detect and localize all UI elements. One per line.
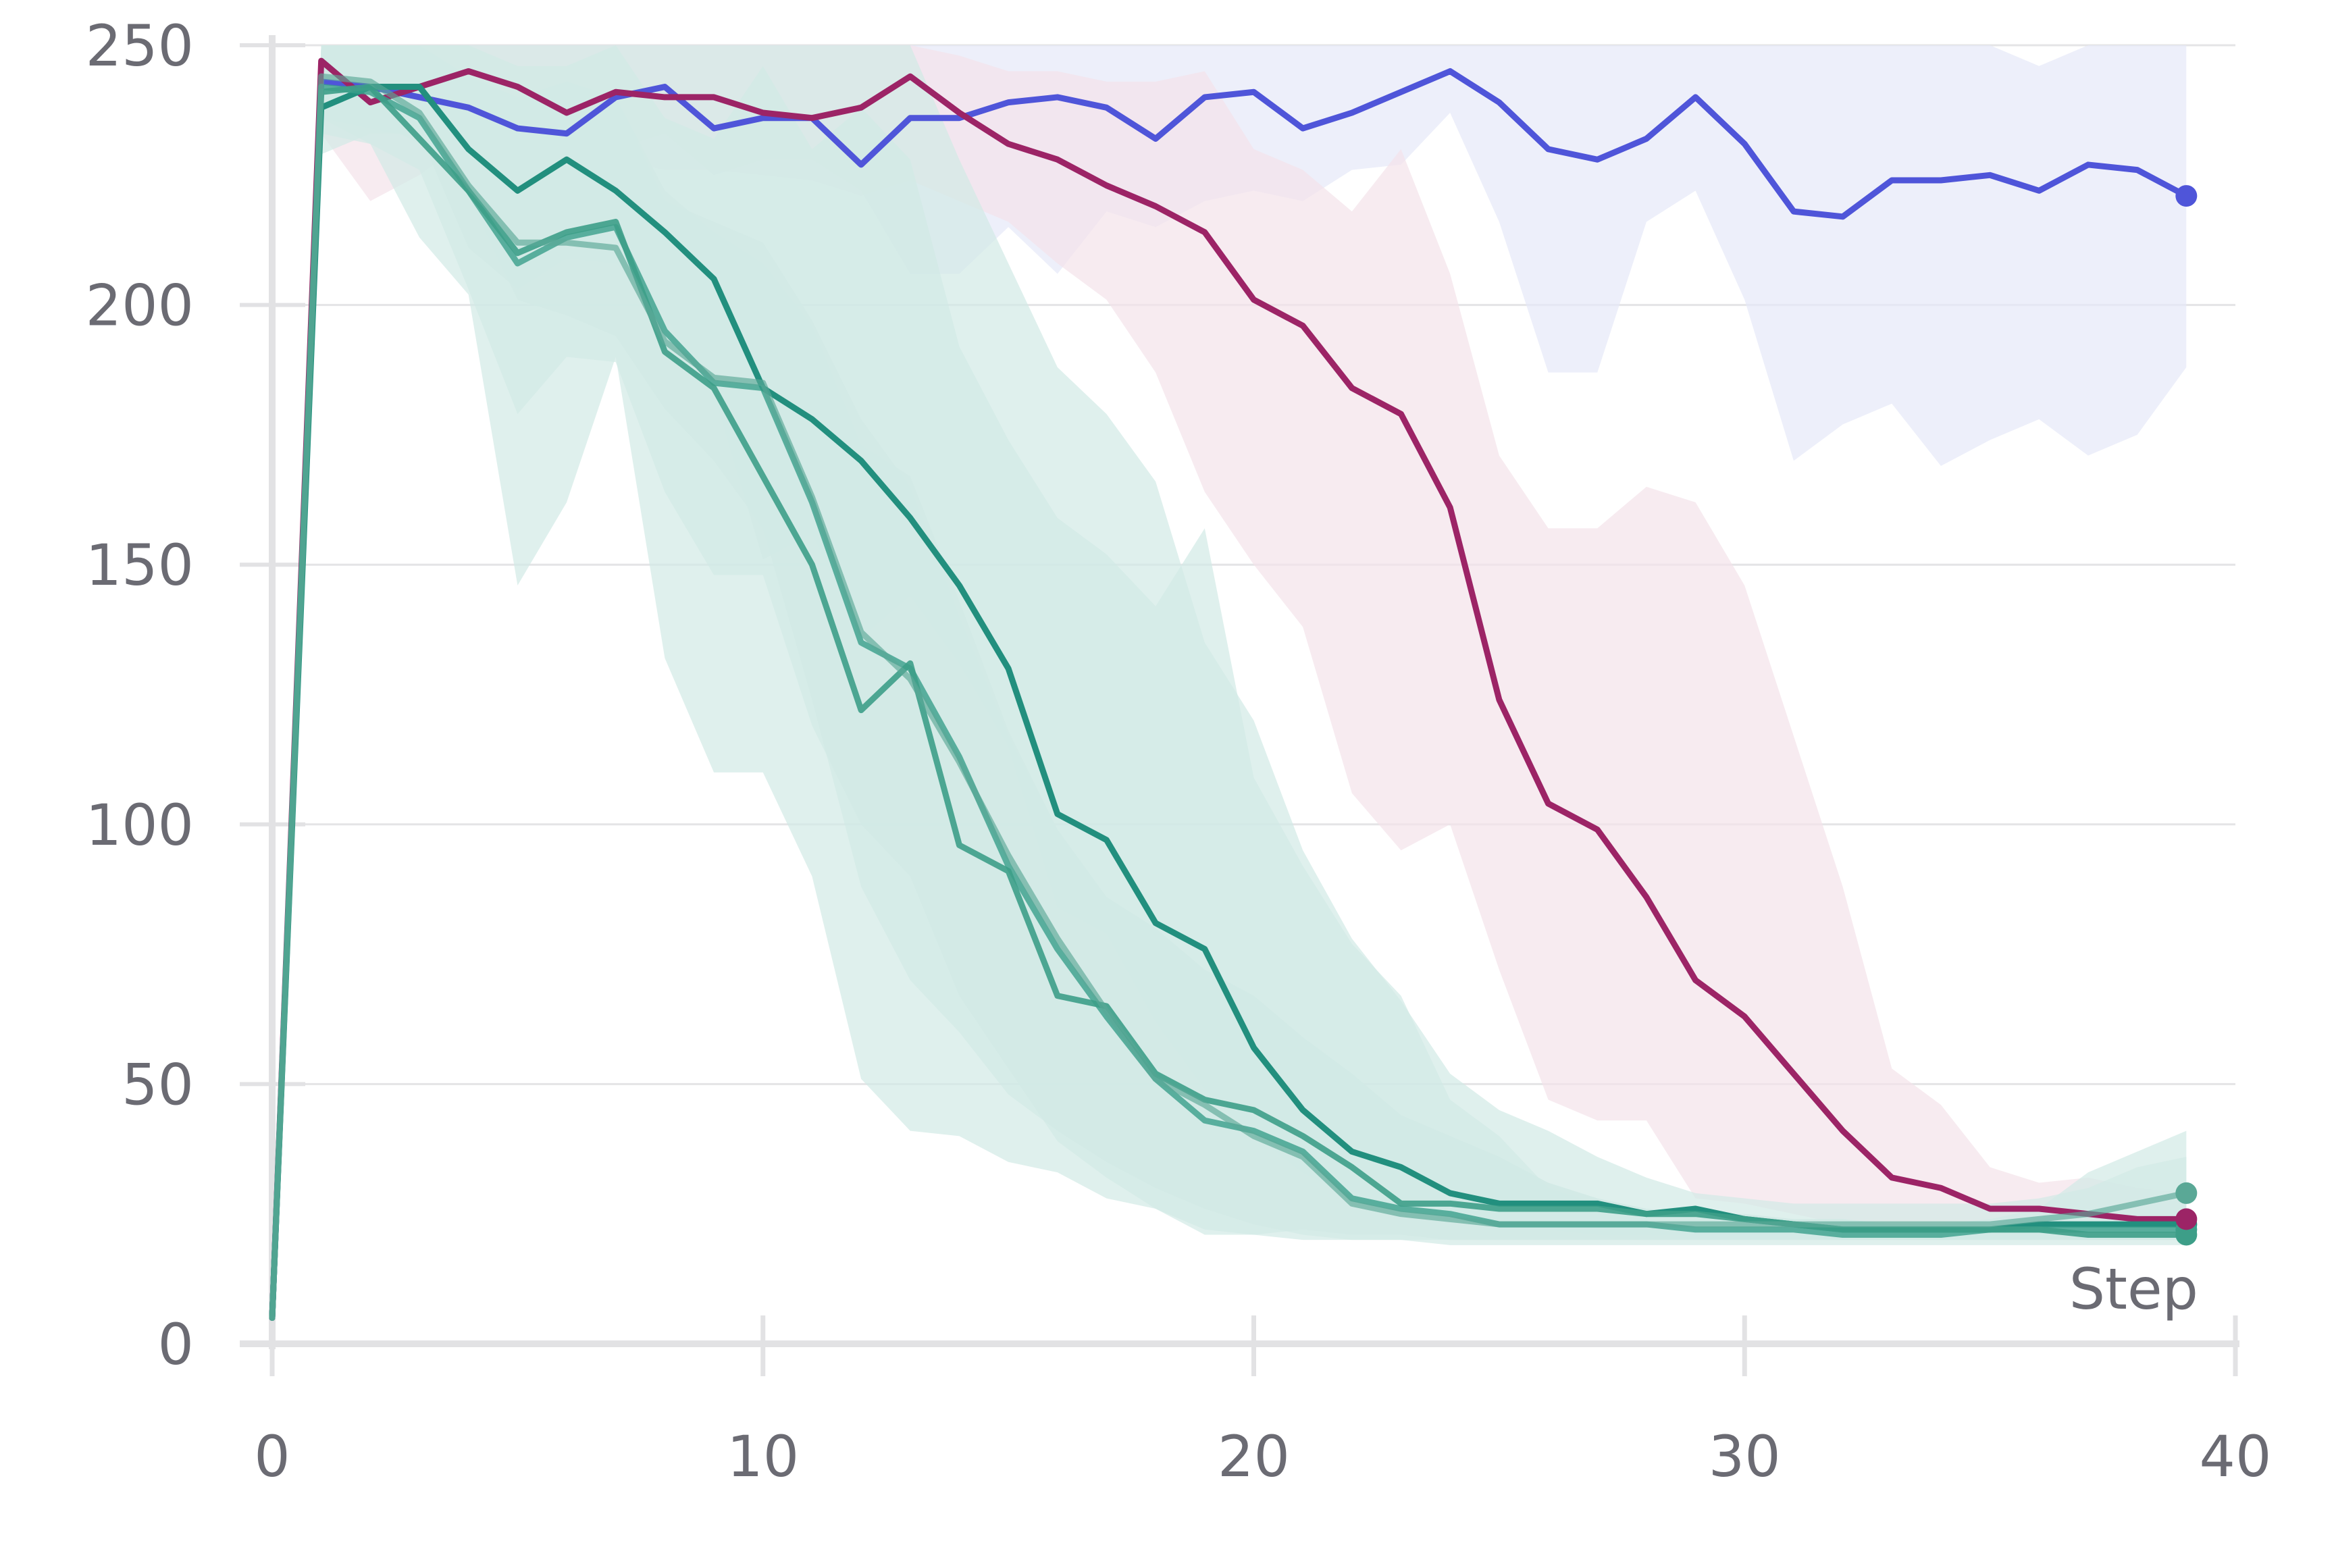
series-5-end-point — [2175, 1224, 2198, 1246]
axes — [240, 35, 2239, 1376]
y-tick-label: 150 — [86, 532, 194, 598]
y-tick-label: 200 — [86, 273, 194, 339]
x-tick-label: 0 — [254, 1423, 290, 1490]
y-tick-label: 100 — [86, 792, 194, 858]
series-6-end-point — [2175, 1182, 2198, 1204]
series-lines — [269, 57, 2189, 1322]
series-2-line — [269, 57, 2189, 1322]
x-tick-label: 30 — [1709, 1423, 1781, 1490]
series-1-band — [272, 45, 2187, 1318]
x-tick-label: 20 — [1218, 1423, 1290, 1490]
series-2-end-point — [2175, 1208, 2198, 1230]
y-tick-label: 0 — [158, 1311, 194, 1378]
series-2-band — [272, 45, 2187, 1318]
series-end-markers — [2175, 185, 2198, 1246]
y-tick-label: 50 — [122, 1051, 194, 1118]
series-5-line — [269, 84, 2189, 1322]
tick-labels: 0 10 20 30 40 0 50 100 150 200 250 — [86, 13, 2272, 1490]
x-tick-label: 10 — [727, 1423, 799, 1490]
y-tick-label: 250 — [86, 13, 194, 79]
x-tick-label: 40 — [2200, 1423, 2272, 1490]
series-1-line — [269, 68, 2189, 1322]
x-axis-label: Step — [2069, 1256, 2198, 1322]
series-4-line — [269, 84, 2189, 1322]
series-6-line — [269, 73, 2189, 1322]
series-1-end-point — [2175, 185, 2198, 207]
